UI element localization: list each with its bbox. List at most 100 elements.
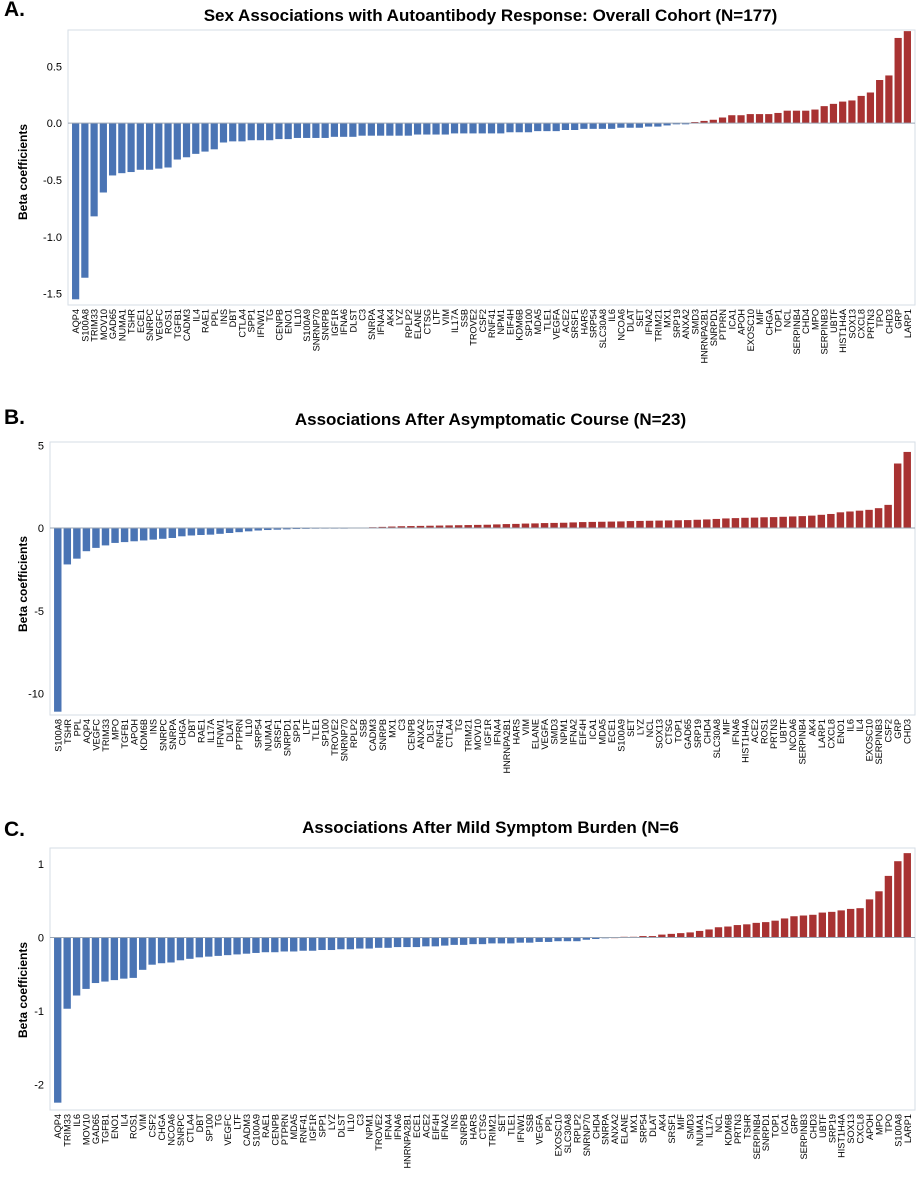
x-tick-label: CADM3 [182,309,192,341]
x-tick-label: SLC30A8 [712,719,722,758]
x-tick-label: ENO1 [110,1114,120,1139]
x-tick-label: ROS1 [129,1114,139,1139]
bar [432,123,440,135]
x-tick-label: CHD4 [591,1114,601,1139]
bar [569,522,577,529]
bar [92,528,100,548]
x-tick-label: NUMA1 [117,309,127,341]
x-tick-label: MOV10 [473,719,483,750]
bar [769,517,778,529]
x-tick-label: AK4 [807,719,817,736]
x-tick-label: NCL [645,719,655,737]
x-tick-label: PRTN3 [769,719,779,749]
bar [155,123,163,169]
x-tick-label: LTF [432,309,442,325]
x-tick-label: SNRPD1 [709,309,719,346]
bar [145,123,154,170]
x-tick-label: S100A9 [302,309,312,342]
x-tick-label: SP100 [321,719,331,747]
x-tick-label: LTF [233,1114,243,1130]
x-tick-label: VEGFA [540,718,550,750]
bar [182,123,191,158]
y-tick-label: -10 [28,688,44,700]
bar [626,123,634,128]
bar [792,110,801,124]
x-tick-label: TGFB1 [120,719,130,749]
bar [502,524,511,529]
x-tick-label: CTLA4 [445,719,455,748]
bar [617,521,625,529]
x-tick-label: GAD65 [91,1114,101,1144]
bar [865,509,873,529]
x-tick-label: VEGFA [552,308,562,340]
chart-title: Associations After Asymptomatic Course (… [294,410,687,429]
x-tick-label: CHGA [177,718,187,745]
x-tick-label: SET [497,1114,507,1132]
bar [554,937,562,942]
x-tick-label: NCOA6 [788,719,798,751]
x-tick-label: CENPB [406,719,416,751]
bar [469,123,477,134]
x-tick-label: SOX13 [846,1114,856,1144]
x-tick-label: SP100 [524,309,534,337]
bar [214,937,222,956]
bar [752,922,760,938]
y-tick-label: 5 [38,440,44,452]
bar [607,521,616,529]
bar [598,123,607,129]
x-tick-label: PPL [210,309,220,326]
panel-c: C. Associations After Mild Symptom Burde… [0,800,921,1200]
y-tick-label: -1 [34,1006,44,1018]
x-tick-label: ECE1 [412,1114,422,1138]
x-tick-label: RAE1 [261,1114,271,1138]
x-tick-label: TLE1 [542,309,552,331]
x-tick-label: EIF4H [505,309,515,335]
bar [478,123,486,134]
x-tick-label: CHGA [764,308,774,335]
bar [256,123,265,141]
x-tick-label: EIF4H [431,1114,441,1140]
bar [488,937,496,944]
bar [828,911,836,938]
panel-a: A. Sex Associations with Autoantibody Re… [0,0,921,400]
x-tick-label: ANXA2 [681,309,691,339]
x-tick-label: HARS [579,309,589,335]
x-tick-label: SERPINB4 [752,1114,762,1159]
x-tick-label: TROVE2 [330,719,340,756]
x-tick-label: IGF1R [330,309,340,336]
bar [874,508,883,529]
bar [582,937,591,940]
bar [588,521,596,529]
bar [63,937,71,1009]
x-tick-label: SMD3 [550,719,560,745]
x-tick-label: LYZ [635,719,645,736]
x-tick-label: CSF2 [478,309,488,333]
bar [261,937,270,953]
x-tick-label: SNRPD1 [761,1114,771,1151]
x-tick-label: HARS [469,1114,479,1140]
bar [811,109,819,124]
bar [497,123,505,134]
bar [722,518,730,529]
bar [441,937,449,946]
panel-label: B. [4,406,25,429]
x-tick-label: SET [626,719,636,737]
x-tick-label: LTF [301,719,311,735]
bar [512,523,520,529]
bar [846,511,854,529]
bar [247,123,255,141]
bar [63,528,72,565]
x-tick-label: MIF [721,719,731,735]
bar [235,528,243,533]
x-tick-label: CSF2 [884,719,894,743]
x-tick-label: CTLA4 [185,1114,195,1143]
bar [712,518,721,529]
bar [54,937,62,1103]
bar [750,517,759,529]
bar [358,123,366,136]
y-tick-label: 1 [38,859,44,871]
bar [459,937,468,945]
bar [416,525,425,529]
x-tick-label: IFNW1 [256,309,266,338]
